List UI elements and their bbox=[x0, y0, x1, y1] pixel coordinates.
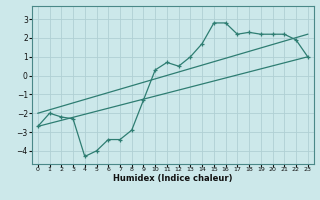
X-axis label: Humidex (Indice chaleur): Humidex (Indice chaleur) bbox=[113, 174, 233, 183]
